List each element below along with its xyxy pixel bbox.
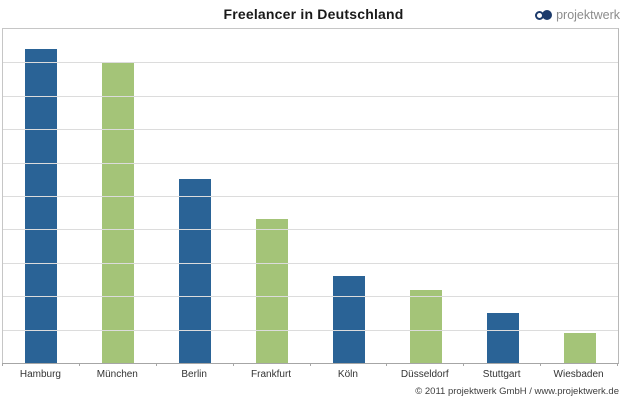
bar-hamburg (25, 49, 58, 363)
chart-header: Freelancer in Deutschland projektwerk (0, 0, 627, 28)
x-axis-tick (309, 363, 311, 366)
gridline (3, 62, 618, 64)
bar-slot (157, 29, 234, 363)
x-axis-tick (78, 363, 80, 366)
x-axis-label: München (96, 369, 138, 380)
gridline (3, 129, 618, 131)
x-axis-tick (540, 363, 542, 366)
bar-d-sseldorf (409, 289, 442, 363)
gridline (3, 196, 618, 197)
bar-slot (311, 29, 388, 363)
gridline (3, 95, 618, 97)
x-axis-tick (232, 363, 234, 366)
bars-container (3, 29, 618, 363)
x-axis-label: Düsseldorf (400, 369, 449, 380)
x-axis-tick (463, 363, 465, 366)
x-axis-label: Stuttgart (482, 369, 521, 380)
chart-title: Freelancer in Deutschland (223, 6, 404, 22)
bar-stuttgart (486, 312, 519, 363)
x-axis-label: Frankfurt (251, 369, 292, 380)
logo-text: projektwerk (556, 8, 620, 22)
copyright-text: © 2011 projektwerk GmbH / www.projektwer… (415, 386, 619, 397)
projektwerk-logo: projektwerk (535, 7, 620, 23)
x-axis-tick (155, 363, 157, 366)
bar-slot (3, 29, 80, 363)
bar-slot (234, 29, 311, 363)
gridline (3, 229, 618, 231)
plot-area (2, 28, 619, 366)
bar-slot (387, 29, 464, 363)
x-axis-labels: Hamburg München Berlin Frankfurt Köln Düsseld… (2, 366, 617, 380)
x-axis-label: Berlin (181, 369, 207, 380)
double-circle-logo-icon (535, 10, 553, 20)
x-axis-label: Hamburg (19, 369, 61, 380)
gridline (3, 262, 618, 264)
bar-m-nchen (102, 62, 135, 363)
bar-slot (80, 29, 157, 363)
gridline (3, 296, 618, 298)
filled-circle-icon (542, 10, 553, 20)
bar-slot (541, 29, 618, 363)
gridline (3, 162, 618, 164)
x-axis-tick (386, 363, 388, 366)
bar-slot (464, 29, 541, 363)
x-axis-tick (2, 363, 3, 366)
x-axis-label: Wiesbaden (553, 369, 604, 380)
bar-wiesbaden (563, 332, 596, 363)
bar-berlin (179, 179, 212, 363)
gridline (3, 329, 618, 331)
bar-frankfurt (256, 219, 289, 363)
bar-k-ln (332, 276, 365, 363)
x-axis-label: Köln (337, 369, 358, 380)
x-axis-tick (617, 363, 618, 366)
